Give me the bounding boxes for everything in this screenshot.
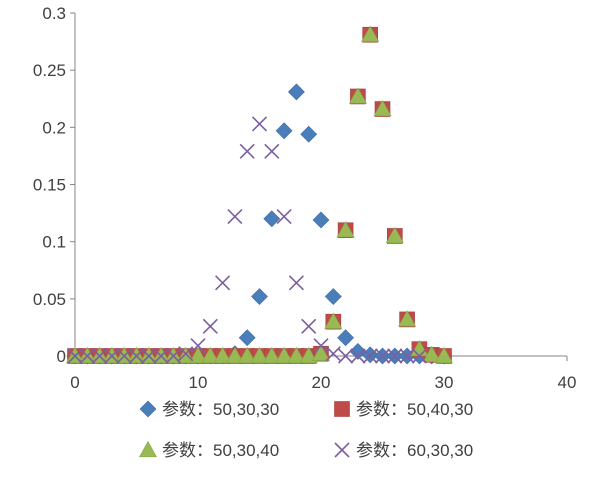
data-point: [300, 125, 318, 143]
data-point: [275, 346, 294, 364]
data-point: [128, 348, 145, 364]
data-point: [188, 346, 208, 364]
data-point: [301, 318, 317, 334]
data-point: [225, 346, 244, 364]
data-point: [373, 99, 392, 117]
data-point: [251, 116, 268, 132]
axes: 0 0.05 0.1 0.15 0.2 0.25 0.3 0 10 20 30 40: [33, 4, 577, 392]
data-point: [299, 346, 318, 364]
data-point: [422, 345, 441, 362]
data-point: [201, 346, 220, 364]
x-tick-label: 20: [312, 373, 331, 392]
data-point: [79, 348, 95, 364]
data-point: [238, 346, 257, 364]
data-point: [385, 226, 404, 244]
legend: 参数：50,30,30 参数：50,40,30 参数：50,30,40 参数：60,3…: [138, 400, 473, 460]
x-tick-label: 40: [558, 373, 577, 392]
y-tick-label: 0.15: [33, 176, 66, 195]
data-point: [202, 318, 218, 334]
data-point: [398, 310, 417, 327]
legend-label: 参数：50,30,40: [162, 441, 279, 460]
data-point: [325, 346, 341, 362]
data-point: [153, 348, 169, 364]
legend-marker: [138, 440, 158, 458]
data-point: [238, 329, 256, 347]
data-point: [362, 348, 378, 364]
data-point: [349, 343, 367, 360]
data-point: [313, 338, 329, 354]
data-point: [324, 288, 342, 305]
data-point: [227, 208, 243, 225]
data-point: [350, 348, 366, 364]
y-tick-label: 0.05: [33, 290, 66, 309]
data-point: [348, 87, 367, 104]
data-point: [262, 346, 281, 364]
x-tick-label: 30: [435, 373, 454, 392]
data-point: [311, 344, 331, 361]
data-point: [165, 348, 181, 364]
data-point: [213, 346, 232, 364]
data-point: [104, 348, 120, 364]
legend-item: 参数：50,40,30: [334, 400, 473, 419]
y-tick-label: 0.2: [42, 118, 66, 137]
data-point: [239, 143, 255, 159]
series-2: [67, 26, 452, 364]
data-point: [275, 122, 293, 140]
legend-marker: [139, 400, 157, 418]
data-point: [287, 346, 306, 364]
legend-marker: [334, 442, 350, 458]
legend-label: 参数：50,30,30: [162, 400, 279, 419]
data-point: [92, 348, 108, 364]
data-point: [324, 312, 343, 329]
legend-item: 参数：50,30,40: [138, 440, 279, 460]
data-point: [361, 25, 380, 42]
data-point: [411, 348, 427, 364]
legend-label: 参数：60,30,30: [356, 441, 473, 460]
data-point: [264, 143, 280, 159]
data-point: [263, 210, 281, 228]
x-tick-label: 10: [189, 373, 208, 392]
y-tick-label: 0.3: [42, 4, 66, 23]
data-point: [287, 83, 305, 101]
data-point: [337, 329, 355, 347]
x-tick-label: 0: [70, 373, 79, 392]
series-1: [66, 83, 453, 365]
data-point: [276, 208, 292, 225]
data-marks: [65, 25, 454, 365]
data-point: [116, 348, 132, 364]
data-point: [67, 348, 83, 364]
data-point: [178, 346, 194, 362]
series-4: [67, 116, 427, 364]
data-point: [336, 221, 355, 238]
legend-marker: [334, 401, 350, 417]
data-point: [374, 348, 391, 364]
series-3: [65, 25, 454, 364]
data-point: [387, 348, 403, 364]
data-point: [361, 346, 379, 364]
legend-label: 参数：50,40,30: [356, 400, 473, 419]
legend-item: 参数：50,30,30: [139, 400, 279, 419]
data-point: [338, 348, 354, 364]
data-point: [288, 275, 304, 291]
data-point: [190, 338, 206, 354]
y-tick-label: 0: [57, 347, 66, 366]
data-point: [251, 288, 268, 305]
data-point: [250, 346, 269, 364]
data-point: [399, 348, 415, 364]
data-point: [434, 346, 454, 364]
data-point: [141, 348, 157, 364]
y-tick-label: 0.25: [33, 61, 66, 80]
data-point: [312, 211, 330, 229]
legend-item: 参数：60,30,30: [334, 441, 473, 460]
data-point: [215, 275, 231, 291]
y-tick-label: 0.1: [42, 233, 66, 252]
